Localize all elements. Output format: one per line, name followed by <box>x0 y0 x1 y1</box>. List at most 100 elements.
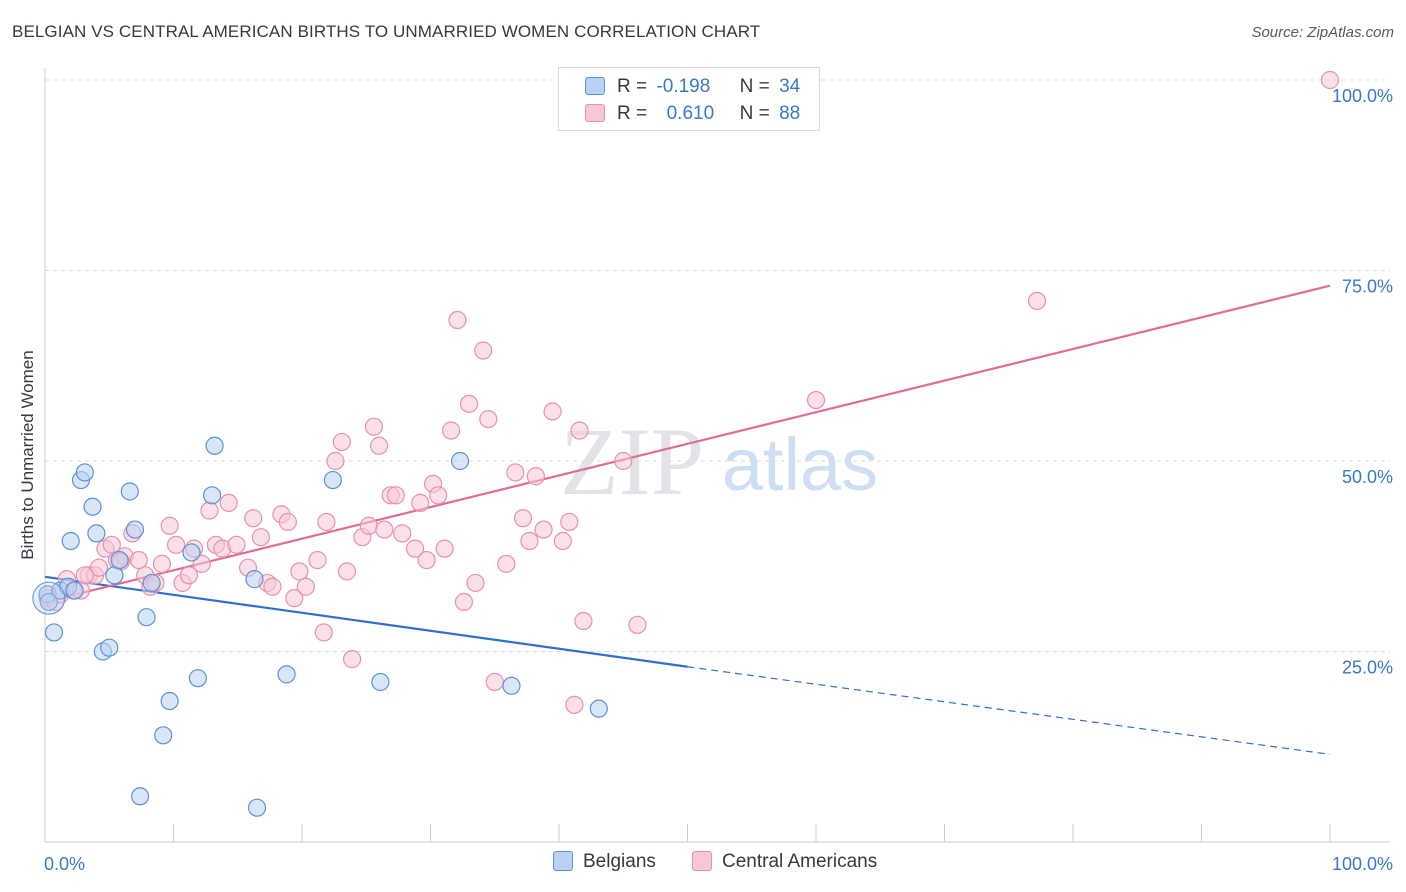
central-americans-trend-line <box>44 284 1331 604</box>
legend-item-central-americans: Central Americans <box>692 851 877 873</box>
central-americans-point <box>543 402 562 421</box>
belgians-point <box>371 672 390 692</box>
r-value: 0.610 <box>666 103 715 124</box>
central-americans-point <box>386 486 405 505</box>
belgians-point <box>277 665 296 684</box>
central-americans-point <box>520 531 539 551</box>
central-americans-point <box>278 512 297 532</box>
r-label: R = <box>617 76 648 97</box>
legend-item-belgians: Belgians <box>553 851 656 873</box>
central-americans-point <box>192 554 211 573</box>
belgians-point <box>323 470 342 490</box>
n-value: 34 <box>779 76 801 97</box>
belgians-point <box>130 787 150 806</box>
central-americans-point <box>506 463 525 482</box>
belgians-point <box>205 436 224 455</box>
central-americans-point <box>152 554 172 573</box>
central-americans-point <box>474 341 493 360</box>
belgians-point <box>154 726 173 745</box>
belgians-point <box>182 543 201 562</box>
belgians-point <box>120 482 139 501</box>
central-americans-point <box>534 520 553 539</box>
n-label: N = <box>739 76 770 97</box>
belgians-point <box>502 676 521 695</box>
central-americans-point <box>263 577 282 596</box>
trend-lines <box>44 284 1331 755</box>
gridlines <box>45 79 1390 652</box>
central-americans-point <box>337 562 357 581</box>
belgians-point <box>450 451 470 471</box>
central-americans-point <box>454 592 474 612</box>
central-americans-point <box>179 566 199 585</box>
central-americans-point <box>1320 70 1340 90</box>
y-tick-label: 100.0% <box>1332 86 1393 106</box>
central-americans-point <box>614 451 633 471</box>
belgians-trend-extension <box>687 666 1331 755</box>
central-americans-point <box>308 550 327 570</box>
tick-labels: 25.0% 50.0% 75.0% 100.0% 0.0% 100.0% <box>44 86 1393 874</box>
central-americans-point <box>314 623 333 642</box>
central-americans-point <box>393 524 412 543</box>
central-americans-point <box>317 512 336 532</box>
belgians-point <box>160 691 179 711</box>
central-americans-point <box>375 520 394 539</box>
central-americans-point <box>485 672 504 692</box>
central-americans-point <box>526 467 545 486</box>
central-americans-point <box>359 516 378 535</box>
central-americans-point <box>166 535 186 554</box>
central-americans-point <box>411 493 430 513</box>
x-tick-label-min: 0.0% <box>44 854 85 874</box>
belgians-point <box>125 520 145 539</box>
belgians-point <box>589 699 608 718</box>
belgians-point <box>110 550 129 570</box>
y-tick-label: 50.0% <box>1342 467 1393 487</box>
legend-label-belgians: Belgians <box>583 851 656 872</box>
central-americans-swatch <box>585 104 605 122</box>
central-americans-point <box>565 695 584 714</box>
legend-label-central-americans: Central Americans <box>722 851 878 872</box>
belgians-point <box>83 497 102 516</box>
belgians-point <box>245 570 264 589</box>
central-americans-point <box>89 558 109 577</box>
belgians-legend-swatch <box>553 851 573 871</box>
central-americans-point <box>129 550 148 570</box>
central-americans-point <box>251 528 270 547</box>
central-americans-point <box>1027 291 1047 311</box>
belgians-point <box>247 798 267 817</box>
y-tick-label: 75.0% <box>1342 277 1393 297</box>
belgians-point <box>188 669 208 688</box>
central-americans-point <box>219 493 238 513</box>
belgians-point <box>61 531 80 551</box>
central-americans-point <box>417 550 436 570</box>
belgians-swatch <box>585 77 605 95</box>
axes <box>44 68 1390 843</box>
stats-legend: R = -0.198 N = 34 R = 0.610 N = 88 <box>558 67 820 131</box>
central-americans-point <box>513 509 533 528</box>
central-americans-point <box>75 566 94 585</box>
belgians-point <box>100 638 119 657</box>
source-label: Source: ZipAtlas.com <box>1251 24 1394 41</box>
central-americans-point <box>429 486 448 505</box>
n-value: 88 <box>779 103 801 124</box>
central-americans-point <box>296 577 315 596</box>
watermark-atlas: atlas <box>722 423 878 506</box>
belgians-point <box>39 592 58 612</box>
central-americans-point <box>628 615 647 634</box>
central-americans-point <box>479 409 498 429</box>
central-americans-point <box>343 650 362 669</box>
central-americans-point <box>160 516 179 535</box>
central-americans-point <box>574 611 593 631</box>
n-label: N = <box>739 103 770 124</box>
central-americans-point <box>227 535 246 554</box>
central-americans-point <box>497 554 516 573</box>
chart-title: BELGIAN VS CENTRAL AMERICAN BIRTHS TO UN… <box>12 22 761 41</box>
belgians-point <box>202 486 222 505</box>
central-americans-legend-swatch <box>692 851 712 871</box>
belgians-point <box>105 566 124 585</box>
central-americans-point <box>459 394 479 413</box>
central-americans-point <box>405 539 425 558</box>
data-points <box>32 70 1340 817</box>
central-americans-point <box>244 509 263 528</box>
central-americans-point <box>435 539 454 558</box>
r-value: -0.198 <box>656 76 711 97</box>
